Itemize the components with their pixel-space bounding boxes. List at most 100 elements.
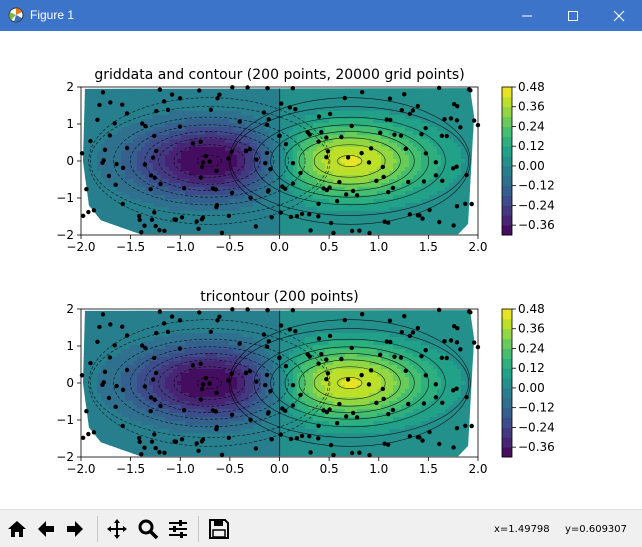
data-point bbox=[284, 364, 288, 368]
pan-button[interactable] bbox=[104, 516, 130, 542]
home-button[interactable] bbox=[4, 516, 30, 542]
data-point bbox=[472, 340, 476, 344]
data-point bbox=[329, 443, 333, 447]
colorbar-tick-label: 0.24 bbox=[518, 341, 545, 355]
data-point bbox=[230, 413, 234, 417]
data-point bbox=[392, 355, 396, 359]
data-point bbox=[178, 346, 182, 350]
data-point bbox=[263, 383, 267, 387]
data-point bbox=[291, 181, 295, 185]
data-point bbox=[316, 139, 320, 143]
data-point bbox=[199, 397, 203, 401]
colorbar-tick-label: −0.24 bbox=[518, 198, 555, 212]
data-point bbox=[455, 204, 459, 208]
data-point bbox=[402, 92, 406, 96]
data-point bbox=[381, 175, 385, 179]
maximize-icon bbox=[567, 10, 579, 22]
data-point bbox=[200, 217, 204, 221]
colorbar-band bbox=[502, 176, 512, 186]
data-point bbox=[149, 395, 153, 399]
data-point bbox=[140, 121, 144, 125]
data-point bbox=[209, 108, 213, 112]
data-point bbox=[308, 450, 312, 454]
data-point bbox=[227, 214, 231, 218]
data-point bbox=[162, 321, 166, 325]
data-point bbox=[293, 107, 297, 111]
data-point bbox=[120, 102, 124, 106]
x-tick-label: 1.0 bbox=[369, 462, 388, 476]
colorbar-band bbox=[502, 378, 512, 388]
data-point bbox=[325, 410, 329, 414]
data-point bbox=[355, 415, 359, 419]
data-point bbox=[408, 334, 412, 338]
data-point bbox=[388, 96, 392, 100]
data-point bbox=[214, 391, 218, 395]
colorbar-tick-label: 0.12 bbox=[518, 139, 545, 153]
configure-subplots-button[interactable] bbox=[165, 516, 191, 542]
data-point bbox=[416, 104, 420, 108]
data-point bbox=[367, 382, 371, 386]
colorbar-band bbox=[502, 215, 512, 225]
colorbar-band bbox=[502, 225, 512, 235]
data-point bbox=[295, 214, 299, 218]
forward-button[interactable] bbox=[62, 516, 88, 542]
data-point bbox=[103, 370, 107, 374]
data-point bbox=[300, 212, 304, 216]
data-point bbox=[88, 361, 92, 365]
data-point bbox=[230, 149, 234, 153]
y-tick-label: 1 bbox=[66, 339, 74, 353]
save-button[interactable] bbox=[206, 516, 232, 542]
data-point bbox=[263, 161, 267, 165]
data-point bbox=[191, 363, 195, 367]
data-point bbox=[114, 183, 118, 187]
data-point bbox=[279, 432, 283, 436]
close-button[interactable] bbox=[596, 0, 642, 31]
data-point bbox=[254, 157, 258, 161]
back-button[interactable] bbox=[33, 516, 59, 542]
data-point bbox=[470, 424, 474, 428]
data-point bbox=[81, 436, 85, 440]
x-tick-label: 1.5 bbox=[419, 462, 438, 476]
y-tick-label: −1 bbox=[56, 191, 74, 205]
data-point bbox=[142, 224, 146, 228]
data-point bbox=[440, 356, 444, 360]
data-point bbox=[108, 133, 112, 137]
data-point bbox=[248, 196, 252, 200]
toolbar-separator bbox=[97, 516, 98, 542]
data-point bbox=[324, 377, 328, 381]
data-point bbox=[346, 377, 350, 381]
data-point bbox=[148, 409, 152, 413]
data-point bbox=[227, 436, 231, 440]
data-point bbox=[325, 188, 329, 192]
data-point bbox=[148, 187, 152, 191]
data-point bbox=[454, 387, 458, 391]
data-point bbox=[204, 376, 208, 380]
x-tick-label: 0.0 bbox=[270, 240, 289, 254]
data-point bbox=[422, 401, 426, 405]
data-point bbox=[346, 155, 350, 159]
data-point bbox=[470, 202, 474, 206]
maximize-button[interactable] bbox=[550, 0, 596, 31]
data-point bbox=[152, 356, 156, 360]
data-point bbox=[434, 395, 438, 399]
data-point bbox=[434, 160, 438, 164]
data-point bbox=[230, 371, 234, 375]
data-point bbox=[152, 134, 156, 138]
data-point bbox=[151, 155, 155, 159]
data-point bbox=[416, 326, 420, 330]
minimize-button[interactable] bbox=[504, 0, 550, 31]
floppy-disk-icon bbox=[208, 518, 230, 540]
data-point bbox=[199, 175, 203, 179]
data-point bbox=[211, 186, 215, 190]
data-point bbox=[244, 148, 248, 152]
data-point bbox=[467, 87, 471, 91]
colorbar-tick-label: 0.24 bbox=[518, 119, 545, 133]
data-point bbox=[180, 437, 184, 441]
data-point bbox=[434, 173, 438, 177]
data-point bbox=[420, 438, 424, 442]
zoom-button[interactable] bbox=[135, 516, 161, 542]
data-point bbox=[207, 159, 211, 163]
data-point bbox=[437, 220, 441, 224]
